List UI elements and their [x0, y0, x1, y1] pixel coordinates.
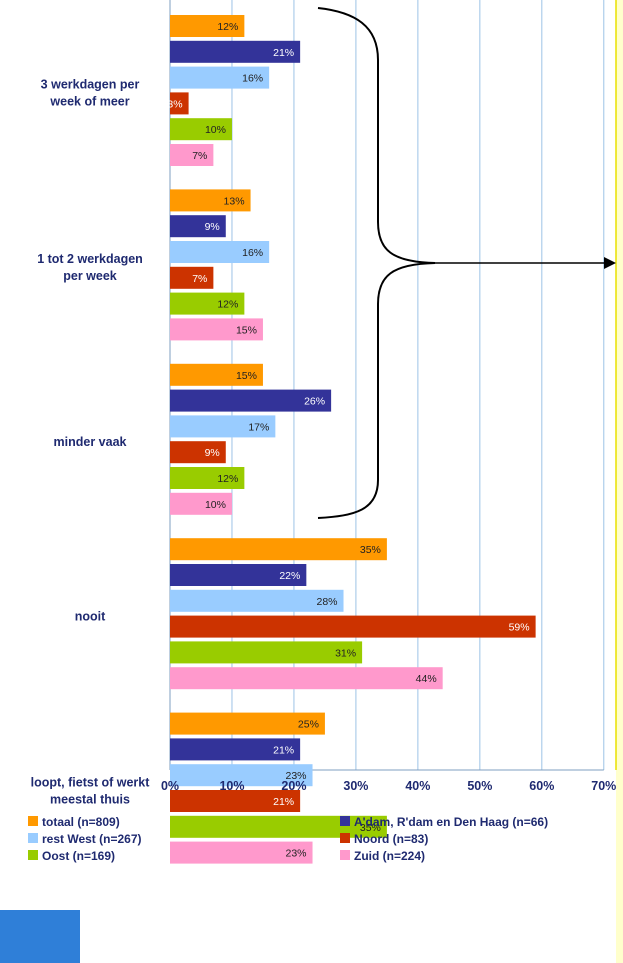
bar: [170, 241, 270, 263]
bar-value-label: 23%: [286, 848, 307, 860]
bar-value-label: 23%: [286, 770, 307, 782]
legend-label: Noord (n=83): [354, 832, 428, 846]
x-axis-tick-labels: 0% 10% 20% 30% 40% 50% 60% 70%: [161, 779, 616, 793]
x-tick-label: 60%: [529, 779, 554, 793]
legend-swatch: [340, 833, 350, 843]
bar-value-label: 17%: [248, 421, 269, 433]
bar: [170, 615, 536, 638]
legend-swatch: [28, 850, 38, 860]
x-tick-label: 10%: [219, 779, 244, 793]
bar-value-label: 15%: [236, 324, 257, 336]
bar: [170, 118, 232, 141]
bar-value-label: 16%: [242, 73, 263, 85]
bar-value-label: 15%: [236, 370, 257, 382]
bar: [170, 215, 226, 238]
bar-value-label: 35%: [360, 822, 381, 834]
bar: [170, 790, 301, 812]
corner-decoration: [0, 910, 80, 963]
bar: [170, 564, 307, 586]
bar-value-label: 12%: [217, 473, 238, 485]
bar-value-label: 44%: [416, 673, 437, 685]
bar-value-label: 21%: [273, 47, 294, 59]
category-label: minder vaak: [54, 435, 127, 449]
bar-value-label: 25%: [298, 719, 319, 731]
bar-value-label: 7%: [192, 150, 207, 162]
bar: [170, 815, 387, 838]
x-tick-label: 40%: [405, 779, 430, 793]
legend-swatch: [28, 816, 38, 826]
category-label: 3 werkdagen per week of meer: [41, 78, 140, 109]
x-tick-label: 50%: [467, 779, 492, 793]
bar: [170, 292, 245, 315]
bar: [170, 40, 301, 63]
x-tick-label: 0%: [161, 779, 179, 793]
bar: [170, 415, 276, 438]
legend-swatch: [340, 850, 350, 860]
x-tick-label: 70%: [591, 779, 616, 793]
bar-value-label: 13%: [224, 195, 245, 207]
bar-value-label: 3%: [167, 98, 182, 110]
bar: [170, 266, 214, 289]
x-tick-label: 20%: [281, 779, 306, 793]
category-label: loopt, fietst of werkt meestal thuis: [31, 775, 151, 806]
bar: [170, 667, 443, 690]
legend-swatch: [340, 816, 350, 826]
x-tick-label: 30%: [343, 779, 368, 793]
bar-value-label: 21%: [273, 796, 294, 808]
bar-value-label: 21%: [273, 744, 294, 756]
right-side-panel: [616, 0, 623, 963]
category-labels: 3 werkdagen per week of meer 1 tot 2 werkd…: [31, 78, 151, 807]
legend-label: rest West (n=267): [42, 832, 142, 846]
bar-value-label: 26%: [304, 396, 325, 408]
bar: [170, 538, 387, 561]
legend: totaal (n=809) A'dam, R'dam en Den Haag (…: [28, 815, 548, 863]
bar-value-label: 16%: [242, 247, 263, 259]
bar-value-label: 10%: [205, 499, 226, 511]
bar: [170, 389, 332, 412]
legend-label: totaal (n=809): [42, 815, 120, 829]
arrow-right-icon: [604, 257, 616, 269]
brace-annotation: [317, 7, 616, 519]
category-label: 1 tot 2 werkdagen per week: [37, 252, 143, 283]
bar: [170, 441, 226, 464]
bar-value-label: 31%: [335, 647, 356, 659]
bar: [170, 15, 245, 37]
bar-value-label: 7%: [192, 273, 207, 285]
bar-value-label: 12%: [217, 21, 238, 33]
bar-value-label: 59%: [509, 622, 530, 634]
bar: [170, 712, 325, 735]
legend-swatch: [28, 833, 38, 843]
bar: [170, 764, 313, 787]
bar-value-label: 10%: [205, 124, 226, 136]
category-label: nooit: [75, 609, 106, 623]
bar: [170, 144, 214, 166]
bar: [170, 738, 301, 761]
bar-value-label: 9%: [205, 447, 220, 459]
bar: [170, 589, 344, 612]
bar-value-label: 12%: [217, 299, 238, 311]
bar: [170, 841, 313, 864]
bar-value-label: 28%: [317, 596, 338, 608]
bar: [170, 189, 251, 212]
bars: [170, 15, 536, 864]
bar-value-label: 22%: [279, 570, 300, 582]
bar: [170, 318, 263, 341]
bar: [170, 641, 363, 664]
bar-value-label: 9%: [205, 221, 220, 233]
bar: [170, 363, 263, 386]
bar: [170, 66, 270, 89]
legend-label: Zuid (n=224): [354, 849, 425, 863]
legend-label: A'dam, R'dam en Den Haag (n=66): [354, 815, 548, 829]
legend-label: Oost (n=169): [42, 849, 115, 863]
bar-value-labels: 12% 21% 16% 3% 10% 7% 13% 9% 16% 7% 12% 15% 15% 26% 17…: [167, 21, 529, 860]
bar: [170, 92, 189, 115]
bar: [170, 492, 232, 515]
bar: [170, 467, 245, 489]
bar-value-label: 35%: [360, 544, 381, 556]
